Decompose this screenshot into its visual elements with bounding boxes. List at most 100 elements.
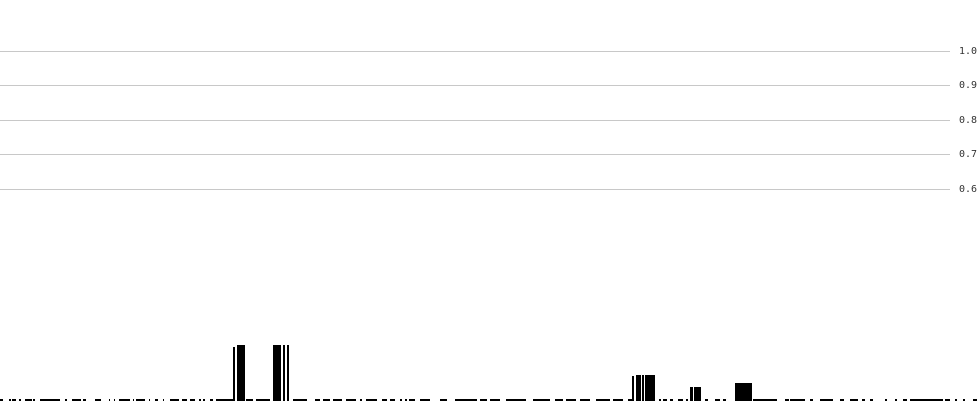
baseline-dash <box>840 399 844 401</box>
baseline-dash <box>790 399 805 401</box>
baseline-dash <box>895 399 897 401</box>
baseline-dash <box>580 399 590 401</box>
baseline-dash <box>133 399 134 401</box>
baseline-dash <box>885 399 887 401</box>
baseline-dash <box>65 399 67 401</box>
volume-bar <box>632 376 634 401</box>
gridline <box>0 189 950 190</box>
baseline-dash <box>613 399 623 401</box>
volume-bar <box>233 347 235 401</box>
baseline-dash <box>663 399 667 401</box>
baseline-dash <box>850 399 858 401</box>
volume-bar <box>237 345 245 401</box>
baseline-dash <box>506 399 526 401</box>
baseline-dash <box>210 399 213 401</box>
baseline-dash <box>114 399 115 401</box>
baseline-dash <box>315 399 320 401</box>
baseline-dash <box>119 399 130 401</box>
baseline-dash <box>705 399 708 401</box>
baseline-dash <box>903 399 907 401</box>
baseline-dash <box>333 399 342 401</box>
baseline-dash <box>420 399 430 401</box>
baseline-dash <box>862 399 865 401</box>
gridline <box>0 120 950 121</box>
baseline-dash <box>199 399 201 401</box>
volume-bar <box>283 345 285 401</box>
baseline-dash <box>12 399 16 401</box>
gridline <box>0 154 950 155</box>
baseline-dash <box>753 399 777 401</box>
baseline-dash <box>963 399 965 401</box>
baseline-dash <box>250 399 253 401</box>
baseline-dash <box>409 399 415 401</box>
baseline-dash <box>170 399 179 401</box>
baseline-dash <box>440 399 447 401</box>
baseline-dash <box>785 399 789 401</box>
baseline-dash <box>628 399 632 401</box>
baseline-dash <box>33 399 35 401</box>
baseline-dash <box>955 399 957 401</box>
baseline-dash <box>945 399 950 401</box>
gridline <box>0 51 950 52</box>
baseline-dash <box>136 399 145 401</box>
baseline-dash <box>820 399 833 401</box>
volume-bar <box>287 345 289 401</box>
y-axis-tick-label: 0.8 <box>959 115 978 126</box>
baseline-dash <box>566 399 576 401</box>
volume-bar <box>645 375 655 401</box>
volume-bar <box>273 345 281 401</box>
volume-bar <box>735 383 752 401</box>
baseline-dash <box>25 399 32 401</box>
baseline-dash <box>190 399 195 401</box>
baseline-dash <box>480 399 487 401</box>
baseline-dash <box>870 399 873 401</box>
baseline-dash <box>83 399 86 401</box>
baseline-dash <box>109 399 110 401</box>
baseline-dash <box>323 399 330 401</box>
volume-bar <box>642 375 644 401</box>
baseline-dash <box>390 399 395 401</box>
baseline-dash <box>9 399 11 401</box>
baseline-dash <box>149 399 150 401</box>
baseline-dash <box>670 399 673 401</box>
volume-bar <box>636 375 641 401</box>
baseline-dash <box>155 399 158 401</box>
baseline-dash <box>163 399 164 401</box>
baseline-dash <box>256 399 270 401</box>
baseline-dash <box>455 399 477 401</box>
y-axis-tick-label: 1.0 <box>959 46 978 57</box>
baseline-dash <box>72 399 81 401</box>
baseline-dash <box>203 399 205 401</box>
baseline-dash <box>95 399 101 401</box>
baseline-dash <box>182 399 187 401</box>
baseline-dash <box>678 399 683 401</box>
y-axis-tick-label: 0.9 <box>959 80 978 91</box>
baseline-dash <box>400 399 402 401</box>
baseline-dash <box>533 399 550 401</box>
baseline-dash <box>293 399 302 401</box>
baseline-dash <box>723 399 726 401</box>
baseline-dash <box>555 399 563 401</box>
y-axis-tick-label: 0.6 <box>959 184 978 195</box>
baseline-dash <box>490 399 500 401</box>
baseline-dash <box>346 399 356 401</box>
baseline-dash <box>596 399 610 401</box>
baseline-dash <box>0 399 3 401</box>
baseline-dash <box>246 399 250 401</box>
baseline-dash <box>715 399 720 401</box>
baseline-dash <box>973 399 977 401</box>
gridline <box>0 85 950 86</box>
baseline-dash <box>40 399 58 401</box>
baseline-dash <box>686 399 688 401</box>
y-axis-tick-label: 0.7 <box>959 149 978 160</box>
volume-bar <box>694 387 701 401</box>
baseline-dash <box>382 399 387 401</box>
baseline-dash <box>300 399 307 401</box>
baseline-dash <box>19 399 21 401</box>
baseline-dash <box>405 399 407 401</box>
baseline-dash <box>360 399 362 401</box>
baseline-dash <box>910 399 943 401</box>
baseline-dash <box>366 399 377 401</box>
baseline-dash <box>216 399 233 401</box>
